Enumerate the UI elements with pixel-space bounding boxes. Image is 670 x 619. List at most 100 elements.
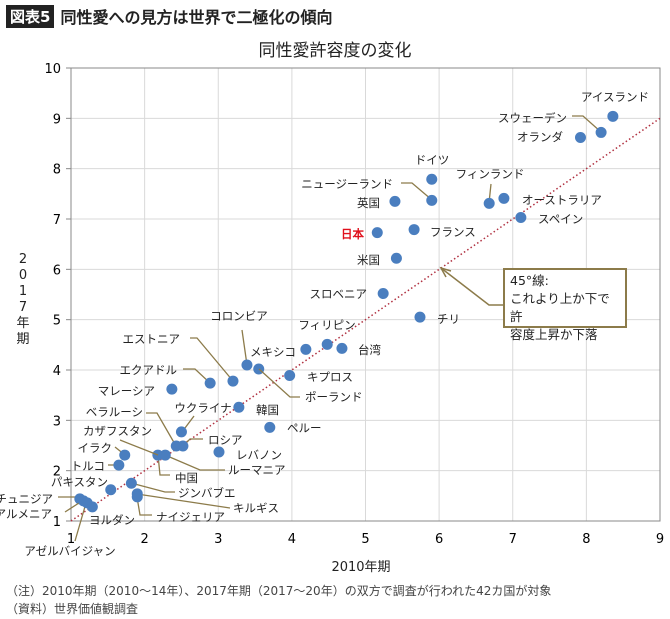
point-label: カザフスタン [83,424,152,438]
point-label: チリ [437,312,460,326]
point-label: アゼルバイジャン [24,544,115,558]
leader-line [136,493,231,509]
leader-line [258,368,300,398]
data-point [241,359,253,371]
y-tick-label: 7 [53,213,61,228]
point-label: マレーシア [98,384,155,398]
x-tick-label: 9 [656,532,664,547]
annotation-leader [440,267,503,306]
x-tick-label: 6 [435,532,443,547]
source-note: （資料）世界価値観調査 [6,602,139,616]
chart-title: 同性愛許容度の変化 [258,41,412,61]
annotation-line: 45°線: [510,273,549,288]
point-label: ウクライナ [174,401,231,415]
data-point [113,459,125,471]
point-label: スウェーデン [498,111,567,125]
point-label: 英国 [357,196,380,210]
leader-line [157,454,170,476]
y-tick-label: 8 [53,163,61,178]
point-label: チュニジア [0,492,53,506]
point-label: オランダ [517,130,563,144]
point-label: ロシア [208,433,243,447]
arrow-icon [439,266,452,278]
x-axis-label: 2010年期 [331,560,391,575]
annotation-line: これより上か下で許 [510,291,610,324]
data-point [408,224,420,236]
point-label: 日本 [341,227,364,241]
leader-line [119,439,159,456]
x-tick-label: 4 [288,532,296,547]
data-point [336,342,348,354]
point-label: スロベニア [310,287,368,301]
x-tick-label: 2 [140,532,148,547]
point-label: 中国 [175,471,198,485]
data-point [414,311,426,323]
point-label: ルーマニア [228,463,286,477]
leader-line [130,482,175,493]
data-point [213,446,225,458]
footnote: （注）2010年期（2010〜14年）、2017年期（2017〜20年）の双方で… [6,584,552,598]
data-point [227,375,239,387]
data-point [426,194,438,206]
point-label: キプロス [307,370,353,384]
y-tick-label: 1 [53,515,61,530]
annotation-box: 45°線: これより上か下で許 容度上昇か下落 [503,268,627,342]
point-label: ベラルーシ [86,405,143,419]
leader-line [190,337,234,382]
y-tick-label: 5 [53,314,61,329]
point-label: 台湾 [358,343,381,357]
plot-frame [70,67,661,522]
data-point [389,195,401,207]
point-label: 韓国 [256,403,279,417]
leader-line [74,502,87,542]
data-point [204,377,216,389]
point-label: コロンビア [210,309,268,323]
point-label: フランス [430,225,476,239]
data-point [321,338,333,350]
y-tick-label: 2 [53,465,61,480]
data-point [105,484,117,496]
data-point [175,426,187,438]
x-tick-label: 8 [582,532,590,547]
point-label: 米国 [357,253,380,267]
annotation-line: 容度上昇か下落 [510,327,598,342]
x-tick-label: 7 [509,532,517,547]
figure-badge: 図表5 [6,4,55,28]
data-point [300,343,312,355]
data-point [125,477,137,489]
point-label: ポーランド [305,390,363,404]
leader-line [183,368,211,384]
data-point [515,211,527,223]
leader-line [146,412,177,447]
data-point [166,383,178,395]
point-label: メキシコ [250,345,296,359]
y-tick-label: 3 [53,414,61,429]
data-point [574,131,586,143]
leader-line [136,496,152,516]
y-tick-label: 9 [53,112,61,127]
data-point [86,501,98,513]
data-point [595,126,607,138]
point-label: フィリピン [298,318,355,332]
point-label: エクアドル [120,363,178,377]
data-point [377,287,389,299]
data-point [159,449,171,461]
point-label: パキスタン [51,475,108,489]
reference-line-45 [70,117,661,522]
point-label: ドイツ [415,153,450,167]
point-label: ナイジェリア [156,510,225,524]
data-point [131,491,143,503]
point-label: レバノン [236,448,282,462]
point-label: ペルー [287,421,322,435]
data-point [483,197,495,209]
point-label: イラク [78,441,113,455]
headline: 同性愛への見方は世界で二極化の傾向 [60,8,333,27]
point-label: エストニア [123,332,181,346]
leader-line [241,329,248,366]
data-point [607,110,619,122]
point-label: フィンランド [456,167,525,181]
data-point [284,370,296,382]
point-label: アイスランド [581,90,649,104]
data-point [390,252,402,264]
